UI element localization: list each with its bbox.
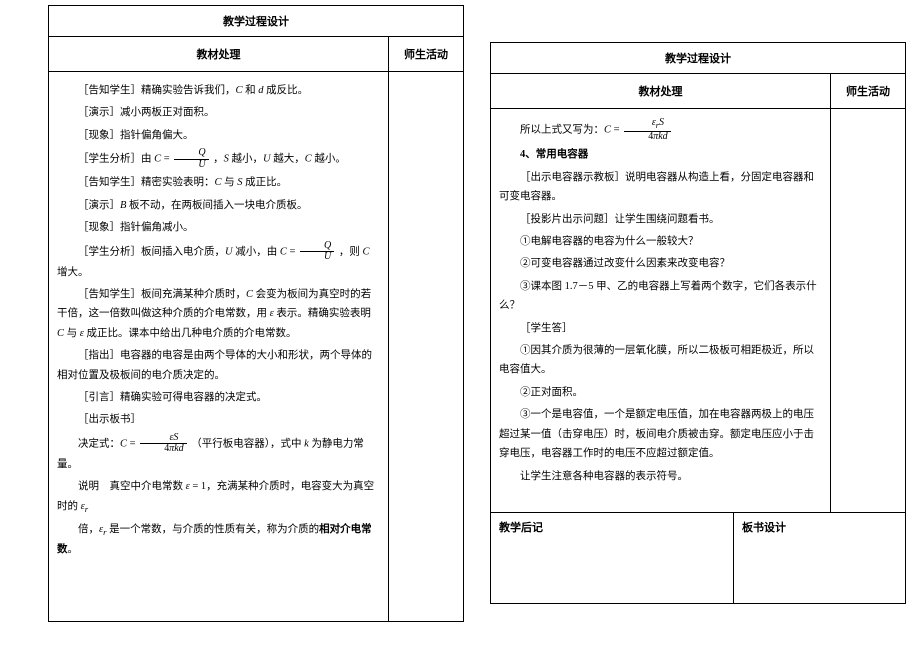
content-line: ［出示电容器示教板］说明电容器从构造上看，分固定电容器和可变电容器。 <box>499 168 822 207</box>
content-line: ［指出］电容器的电容是由两个导体的大小和形状，两个导体的相对位置及极板间的电介质… <box>57 346 380 385</box>
content-line: 说明 真空中介电常数 ε = 1，充满某种介质时，电容变大为真空时的 εr <box>57 477 380 517</box>
page-left: 教学过程设计 教材处理 师生活动 ［告知学生］精确实验告诉我们，C 和 d 成反… <box>48 5 464 622</box>
left-subhead: 教材处理 师生活动 <box>49 37 463 72</box>
content-line: ［现象］指针偏角减小。 <box>57 218 380 237</box>
content-line: 倍，εr 是一个常数，与介质的性质有关，称为介质的相对介电常数。 <box>57 520 380 560</box>
right-body: 所以上式又写为：C = εrS4πkd 4、常用电容器 ［出示电容器示教板］说明电容… <box>491 109 905 512</box>
right-col-a-head: 教材处理 <box>491 74 831 108</box>
content-line: ①因其介质为很薄的一层氧化膜，所以二极板可相距极近，所以电容值大。 <box>499 341 822 380</box>
left-body: ［告知学生］精确实验告诉我们，C 和 d 成反比。 ［演示］减小两板正对面积。 ［现… <box>49 72 463 621</box>
content-line: 4、常用电容器 <box>499 145 822 164</box>
content-line: 决定式：C = εS4πkd （平行板电容器），式中 k 为静电力常量。 <box>57 433 380 474</box>
content-line: ③一个是电容值，一个是额定电压值，加在电容器两极上的电压超过某一值（击穿电压）时… <box>499 405 822 463</box>
left-col-a-head: 教材处理 <box>49 37 389 71</box>
right-title: 教学过程设计 <box>491 43 905 74</box>
content-line: ［学生分析］板间插入电介质，U 减小，由 C = QU ，则 C 增大。 <box>57 241 380 282</box>
left-content: ［告知学生］精确实验告诉我们，C 和 d 成反比。 ［演示］减小两板正对面积。 ［现… <box>49 72 389 621</box>
content-line: ［学生分析］由 C = QU ，S 越小，U 越大，C 越小。 <box>57 148 380 170</box>
teaching-notes-head: 教学后记 <box>491 513 734 603</box>
content-line: ②正对面积。 <box>499 383 822 402</box>
content-line: ［告知学生］精确实验告诉我们，C 和 d 成反比。 <box>57 81 380 100</box>
content-line: ［现象］指针偏角偏大。 <box>57 126 380 145</box>
content-line: ［演示］B 板不动，在两板间插入一块电介质板。 <box>57 196 380 215</box>
content-line: ③课本图 1.7－5 甲、乙的电容器上写着两个数字，它们各表示什么？ <box>499 277 822 316</box>
content-line: ［告知学生］板间充满某种介质时，C 会变为板间为真空时的若干倍，这一倍数叫做这种… <box>57 285 380 343</box>
content-line: ［投影片出示问题］让学生围绕问题看书。 <box>499 210 822 229</box>
left-title: 教学过程设计 <box>49 6 463 37</box>
content-line: ①电解电容器的电容为什么一般较大？ <box>499 232 822 251</box>
right-content: 所以上式又写为：C = εrS4πkd 4、常用电容器 ［出示电容器示教板］说明电容… <box>491 109 831 512</box>
content-line: 所以上式又写为：C = εrS4πkd <box>499 118 822 142</box>
content-line: ［学生答］ <box>499 319 822 338</box>
content-line: ［出示板书］ <box>57 410 380 429</box>
content-line: 让学生注意各种电容器的表示符号。 <box>499 467 822 486</box>
right-bottom: 教学后记 板书设计 <box>491 512 905 603</box>
content-line: ［引言］精确实验可得电容器的决定式。 <box>57 388 380 407</box>
content-line: ［演示］减小两板正对面积。 <box>57 103 380 122</box>
right-col-b-head: 师生活动 <box>831 74 905 108</box>
left-activity-col <box>389 72 463 621</box>
right-subhead: 教材处理 师生活动 <box>491 74 905 109</box>
content-line: ②可变电容器通过改变什么因素来改变电容？ <box>499 254 822 273</box>
board-design-head: 板书设计 <box>734 513 905 603</box>
right-activity-col <box>831 109 905 512</box>
left-col-b-head: 师生活动 <box>389 37 463 71</box>
page-right: 教学过程设计 教材处理 师生活动 所以上式又写为：C = εrS4πkd 4、常用… <box>490 42 906 604</box>
content-line: ［告知学生］精密实验表明：C 与 S 成正比。 <box>57 173 380 192</box>
